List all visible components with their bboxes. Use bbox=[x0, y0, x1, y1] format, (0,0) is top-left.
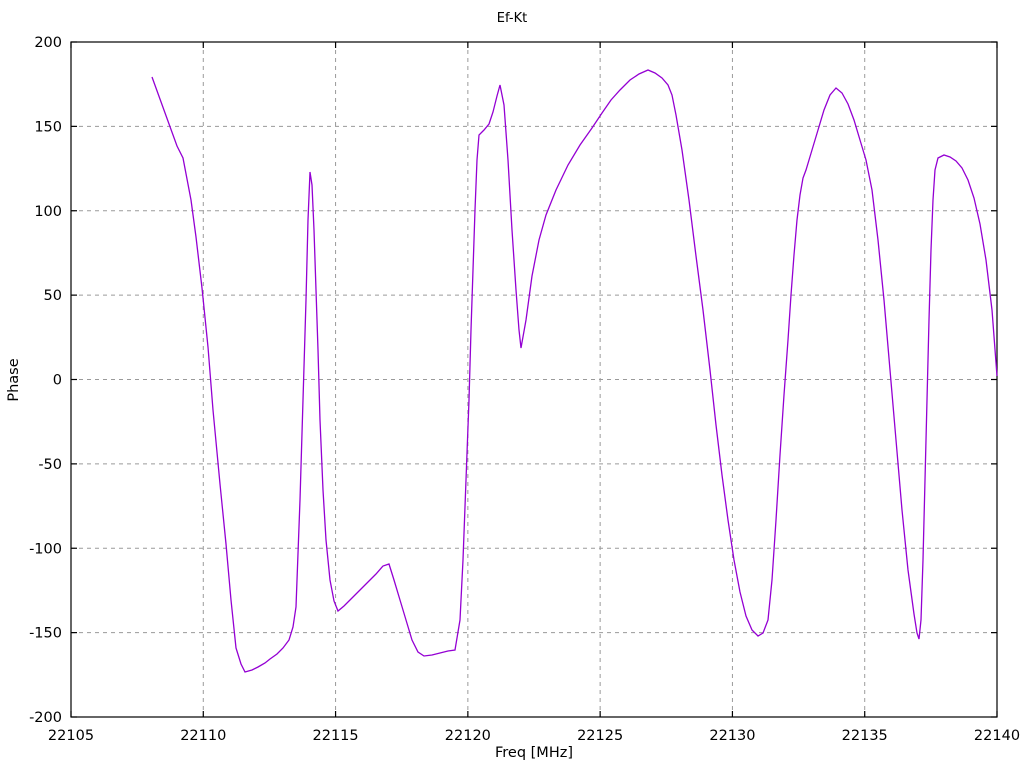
y-tick-label: -200 bbox=[29, 710, 62, 726]
y-tick-label: -50 bbox=[38, 457, 62, 473]
x-tick-label: 22115 bbox=[313, 728, 359, 744]
x-tick-label: 22135 bbox=[842, 728, 888, 744]
x-tick-label: 22110 bbox=[180, 728, 226, 744]
y-tick-label: -100 bbox=[29, 541, 62, 557]
x-tick-label: 22105 bbox=[48, 728, 94, 744]
x-tick-label: 22125 bbox=[577, 728, 623, 744]
y-tick-label: 0 bbox=[53, 373, 62, 389]
y-tick-label: 150 bbox=[34, 119, 62, 135]
x-axis-title: Freq [MHz] bbox=[495, 745, 573, 761]
plot-border bbox=[70, 41, 998, 718]
y-tick-label: 50 bbox=[44, 288, 62, 304]
x-axis-tick-labels: 22105 22110 22115 22120 22125 22130 22135 22140 bbox=[48, 728, 1020, 744]
y-tick-label: -150 bbox=[29, 626, 62, 642]
chart-title: Ef-Kt bbox=[497, 11, 527, 26]
x-tick-label: 22120 bbox=[445, 728, 491, 744]
data-series-line bbox=[151, 69, 998, 673]
x-tick-label: 22130 bbox=[709, 728, 755, 744]
y-axis-title: Phase bbox=[6, 358, 22, 401]
y-tick-label: 100 bbox=[34, 204, 62, 220]
x-tick-label: 22140 bbox=[974, 728, 1020, 744]
y-axis-tick-labels: -200 -150 -100 -50 0 50 100 150 200 bbox=[29, 35, 62, 726]
y-tick-label: 200 bbox=[34, 35, 62, 51]
